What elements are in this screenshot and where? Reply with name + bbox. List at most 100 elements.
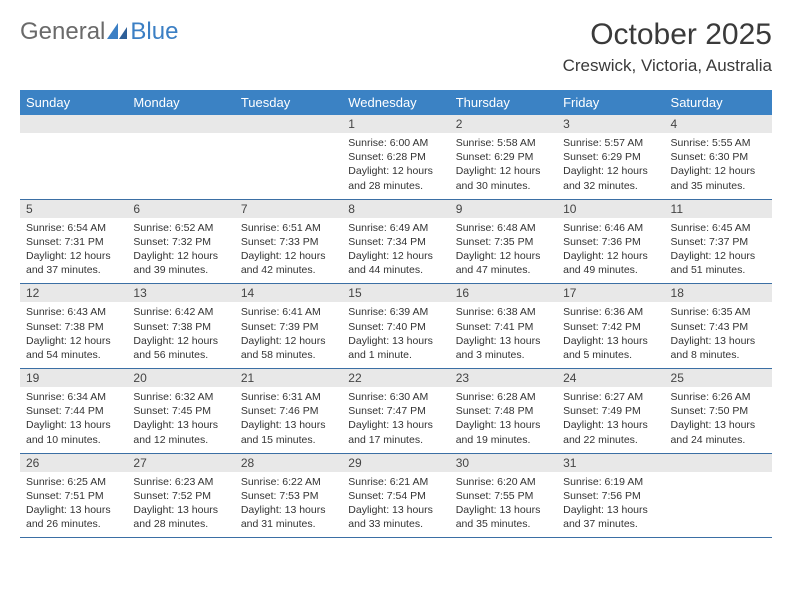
day-number: 9	[450, 200, 557, 218]
sunrise-line: Sunrise: 6:23 AM	[133, 475, 228, 489]
month-title: October 2025	[563, 18, 772, 52]
daylight-line: Daylight: 12 hours and 51 minutes.	[671, 249, 766, 277]
day-details: Sunrise: 6:41 AMSunset: 7:39 PMDaylight:…	[235, 302, 342, 368]
sunrise-line: Sunrise: 6:41 AM	[241, 305, 336, 319]
day-details: Sunrise: 6:21 AMSunset: 7:54 PMDaylight:…	[342, 472, 449, 538]
daylight-line: Daylight: 12 hours and 58 minutes.	[241, 334, 336, 362]
day-cell: 24Sunrise: 6:27 AMSunset: 7:49 PMDayligh…	[557, 369, 664, 453]
sunset-line: Sunset: 7:46 PM	[241, 404, 336, 418]
day-cell: 22Sunrise: 6:30 AMSunset: 7:47 PMDayligh…	[342, 369, 449, 453]
day-cell	[665, 454, 772, 538]
day-cell: 12Sunrise: 6:43 AMSunset: 7:38 PMDayligh…	[20, 284, 127, 368]
logo-text-general: General	[20, 18, 105, 46]
day-number	[235, 115, 342, 133]
daylight-line: Daylight: 13 hours and 35 minutes.	[456, 503, 551, 531]
sunrise-line: Sunrise: 6:27 AM	[563, 390, 658, 404]
day-number: 25	[665, 369, 772, 387]
day-number: 3	[557, 115, 664, 133]
day-details: Sunrise: 6:45 AMSunset: 7:37 PMDaylight:…	[665, 218, 772, 284]
day-details: Sunrise: 6:28 AMSunset: 7:48 PMDaylight:…	[450, 387, 557, 453]
day-cell: 20Sunrise: 6:32 AMSunset: 7:45 PMDayligh…	[127, 369, 234, 453]
day-number: 8	[342, 200, 449, 218]
sunset-line: Sunset: 6:28 PM	[348, 150, 443, 164]
title-block: October 2025 Creswick, Victoria, Austral…	[563, 18, 772, 76]
sunrise-line: Sunrise: 6:00 AM	[348, 136, 443, 150]
day-details: Sunrise: 6:00 AMSunset: 6:28 PMDaylight:…	[342, 133, 449, 199]
day-cell: 5Sunrise: 6:54 AMSunset: 7:31 PMDaylight…	[20, 200, 127, 284]
daylight-line: Daylight: 13 hours and 31 minutes.	[241, 503, 336, 531]
daylight-line: Daylight: 12 hours and 42 minutes.	[241, 249, 336, 277]
sunrise-line: Sunrise: 6:25 AM	[26, 475, 121, 489]
day-cell: 16Sunrise: 6:38 AMSunset: 7:41 PMDayligh…	[450, 284, 557, 368]
day-details: Sunrise: 5:55 AMSunset: 6:30 PMDaylight:…	[665, 133, 772, 199]
day-details: Sunrise: 6:22 AMSunset: 7:53 PMDaylight:…	[235, 472, 342, 538]
week-row: 5Sunrise: 6:54 AMSunset: 7:31 PMDaylight…	[20, 200, 772, 285]
sunrise-line: Sunrise: 6:39 AM	[348, 305, 443, 319]
daylight-line: Daylight: 12 hours and 56 minutes.	[133, 334, 228, 362]
day-details: Sunrise: 6:38 AMSunset: 7:41 PMDaylight:…	[450, 302, 557, 368]
sunrise-line: Sunrise: 6:51 AM	[241, 221, 336, 235]
sunset-line: Sunset: 7:38 PM	[133, 320, 228, 334]
day-cell: 25Sunrise: 6:26 AMSunset: 7:50 PMDayligh…	[665, 369, 772, 453]
daylight-line: Daylight: 13 hours and 8 minutes.	[671, 334, 766, 362]
day-number: 18	[665, 284, 772, 302]
day-cell: 17Sunrise: 6:36 AMSunset: 7:42 PMDayligh…	[557, 284, 664, 368]
location-text: Creswick, Victoria, Australia	[563, 56, 772, 76]
sunset-line: Sunset: 7:33 PM	[241, 235, 336, 249]
weeks-container: 1Sunrise: 6:00 AMSunset: 6:28 PMDaylight…	[20, 115, 772, 538]
sunrise-line: Sunrise: 6:28 AM	[456, 390, 551, 404]
sunrise-line: Sunrise: 6:46 AM	[563, 221, 658, 235]
sunrise-line: Sunrise: 6:30 AM	[348, 390, 443, 404]
sunrise-line: Sunrise: 5:55 AM	[671, 136, 766, 150]
day-header: Tuesday	[235, 90, 342, 115]
sunset-line: Sunset: 7:47 PM	[348, 404, 443, 418]
day-number: 16	[450, 284, 557, 302]
day-cell: 30Sunrise: 6:20 AMSunset: 7:55 PMDayligh…	[450, 454, 557, 538]
day-number: 11	[665, 200, 772, 218]
daylight-line: Daylight: 12 hours and 30 minutes.	[456, 164, 551, 192]
day-number: 19	[20, 369, 127, 387]
daylight-line: Daylight: 13 hours and 28 minutes.	[133, 503, 228, 531]
sunset-line: Sunset: 7:54 PM	[348, 489, 443, 503]
sunset-line: Sunset: 7:44 PM	[26, 404, 121, 418]
day-details: Sunrise: 6:26 AMSunset: 7:50 PMDaylight:…	[665, 387, 772, 453]
sunrise-line: Sunrise: 5:57 AM	[563, 136, 658, 150]
day-number: 20	[127, 369, 234, 387]
logo-sail-icon	[107, 23, 129, 41]
day-cell: 1Sunrise: 6:00 AMSunset: 6:28 PMDaylight…	[342, 115, 449, 199]
day-details: Sunrise: 6:51 AMSunset: 7:33 PMDaylight:…	[235, 218, 342, 284]
day-cell: 18Sunrise: 6:35 AMSunset: 7:43 PMDayligh…	[665, 284, 772, 368]
sunrise-line: Sunrise: 6:35 AM	[671, 305, 766, 319]
daylight-line: Daylight: 13 hours and 3 minutes.	[456, 334, 551, 362]
day-number: 27	[127, 454, 234, 472]
daylight-line: Daylight: 13 hours and 33 minutes.	[348, 503, 443, 531]
page-header: General Blue October 2025 Creswick, Vict…	[20, 18, 772, 76]
sunset-line: Sunset: 7:32 PM	[133, 235, 228, 249]
day-number: 14	[235, 284, 342, 302]
day-number: 22	[342, 369, 449, 387]
day-details: Sunrise: 6:20 AMSunset: 7:55 PMDaylight:…	[450, 472, 557, 538]
sunset-line: Sunset: 7:42 PM	[563, 320, 658, 334]
sunset-line: Sunset: 7:49 PM	[563, 404, 658, 418]
day-number: 1	[342, 115, 449, 133]
day-details: Sunrise: 6:31 AMSunset: 7:46 PMDaylight:…	[235, 387, 342, 453]
day-cell: 31Sunrise: 6:19 AMSunset: 7:56 PMDayligh…	[557, 454, 664, 538]
sunset-line: Sunset: 7:55 PM	[456, 489, 551, 503]
day-cell: 6Sunrise: 6:52 AMSunset: 7:32 PMDaylight…	[127, 200, 234, 284]
day-number: 15	[342, 284, 449, 302]
day-cell: 9Sunrise: 6:48 AMSunset: 7:35 PMDaylight…	[450, 200, 557, 284]
day-cell: 11Sunrise: 6:45 AMSunset: 7:37 PMDayligh…	[665, 200, 772, 284]
day-headers-row: SundayMondayTuesdayWednesdayThursdayFrid…	[20, 90, 772, 115]
daylight-line: Daylight: 13 hours and 1 minute.	[348, 334, 443, 362]
sunset-line: Sunset: 7:50 PM	[671, 404, 766, 418]
week-row: 1Sunrise: 6:00 AMSunset: 6:28 PMDaylight…	[20, 115, 772, 200]
day-details: Sunrise: 6:30 AMSunset: 7:47 PMDaylight:…	[342, 387, 449, 453]
daylight-line: Daylight: 12 hours and 44 minutes.	[348, 249, 443, 277]
sunset-line: Sunset: 7:35 PM	[456, 235, 551, 249]
day-header: Sunday	[20, 90, 127, 115]
day-cell	[127, 115, 234, 199]
sunrise-line: Sunrise: 6:26 AM	[671, 390, 766, 404]
sunrise-line: Sunrise: 6:48 AM	[456, 221, 551, 235]
sunset-line: Sunset: 7:45 PM	[133, 404, 228, 418]
day-cell: 15Sunrise: 6:39 AMSunset: 7:40 PMDayligh…	[342, 284, 449, 368]
